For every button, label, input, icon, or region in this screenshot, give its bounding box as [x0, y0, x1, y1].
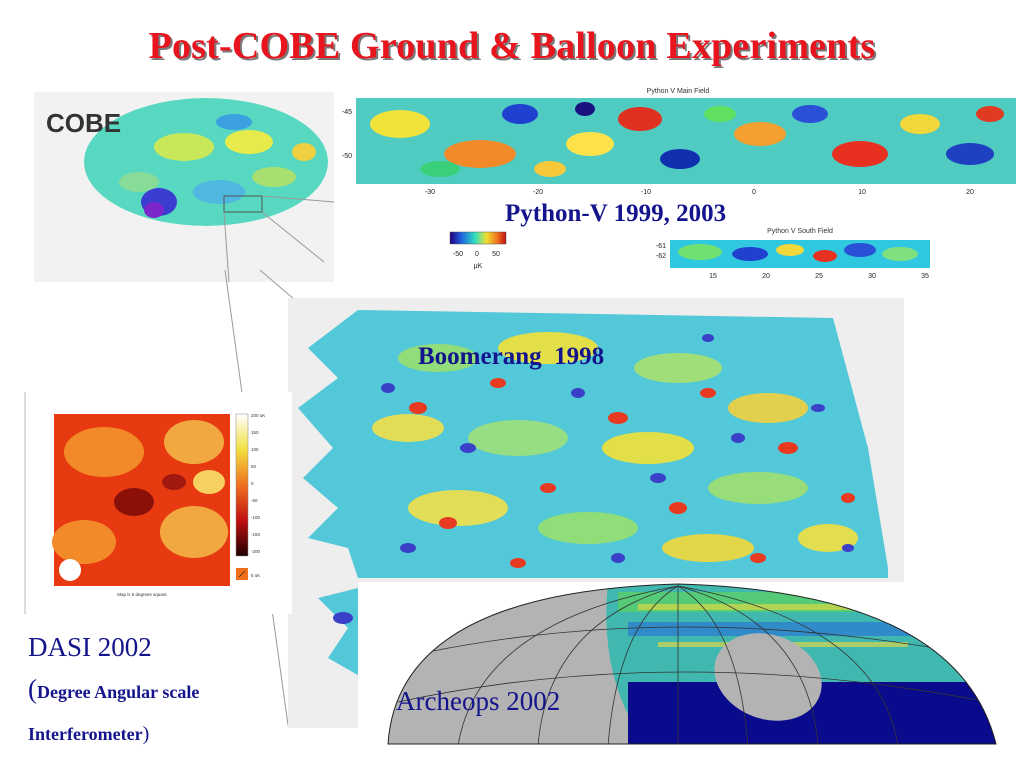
dasi-scale-tick: 150 — [251, 430, 259, 435]
python-south-xtick: 30 — [868, 273, 876, 280]
dasi-label: DASI 2002 — [28, 632, 152, 662]
boomerang-label: Boomerang 1998 — [418, 343, 605, 370]
dasi-scale-tick: 0 — [251, 481, 254, 486]
colorbar-unit: μK — [474, 263, 483, 270]
colorbar-tick: -50 — [453, 251, 463, 258]
dasi-desc-line1: Degree Angular scale — [37, 682, 200, 702]
python-main-ytick: -45 — [342, 109, 352, 116]
dasi-caption: Map is 5 degrees square — [117, 592, 167, 597]
dasi-map: 200 uK 150 100 50 0 -50 -100 -150 -200 5… — [24, 392, 292, 614]
python-main-xtick: 10 — [858, 189, 866, 196]
dasi-scale-tick: -150 — [251, 532, 261, 537]
python-south-title: Python V South Field — [767, 228, 833, 235]
dasi-desc-line2: Interferometer — [28, 724, 143, 744]
cobe-logo: COBE — [46, 108, 121, 138]
dasi-scale-tick: -50 — [251, 498, 258, 503]
archeops-map — [358, 582, 998, 746]
dasi-description-line1: (Degree Angular scale — [28, 676, 199, 703]
python-main-title: Python V Main Field — [647, 88, 710, 95]
cobe-sky-map: COBE — [34, 92, 334, 282]
colorbar-tick: 50 — [492, 251, 500, 258]
python-main-xtick: -30 — [425, 189, 435, 196]
dasi-scale-tick: 50 — [251, 464, 257, 469]
python-south-ytick: -62 — [656, 253, 666, 260]
dasi-paren-open: ( — [28, 674, 37, 704]
python-south-xtick: 20 — [762, 273, 770, 280]
python-south-ytick: -61 — [656, 243, 666, 250]
python-main-ytick: -50 — [342, 153, 352, 160]
dasi-paren-close: ) — [142, 723, 150, 745]
archeops-label: Archeops 2002 — [396, 686, 561, 716]
python-main-xtick: 20 — [966, 189, 974, 196]
python-south-xtick: 25 — [815, 273, 823, 280]
python-main-field-map: Python V Main Field -45 -50 -30 -20 -10 … — [342, 88, 1016, 196]
dasi-legend-key: 5 uK — [251, 573, 260, 578]
dasi-scale-tick: -100 — [251, 515, 261, 520]
python-colorbar: -50 0 50 μK — [449, 231, 507, 270]
dasi-scale-tick: 200 uK — [251, 413, 265, 418]
python-south-field-map: Python V South Field -61 -62 15 20 25 30… — [656, 228, 930, 280]
python-south-xtick: 15 — [709, 273, 717, 280]
slide-title: Post-COBE Ground & Balloon Experiments — [148, 25, 876, 67]
colorbar-tick: 0 — [475, 251, 479, 258]
python-south-xtick: 35 — [921, 273, 929, 280]
python-main-xtick: -20 — [533, 189, 543, 196]
python-label: Python-V 1999, 2003 — [505, 200, 727, 227]
python-main-field-panel: Python V Main Field -45 -50 -30 -20 -10 … — [340, 84, 1020, 204]
dasi-description-line2: Interferometer) — [28, 724, 149, 744]
python-main-xtick: -10 — [641, 189, 651, 196]
dasi-scale-tick: -200 — [251, 549, 261, 554]
python-main-xtick: 0 — [752, 189, 756, 196]
dasi-scale-tick: 100 — [251, 447, 259, 452]
